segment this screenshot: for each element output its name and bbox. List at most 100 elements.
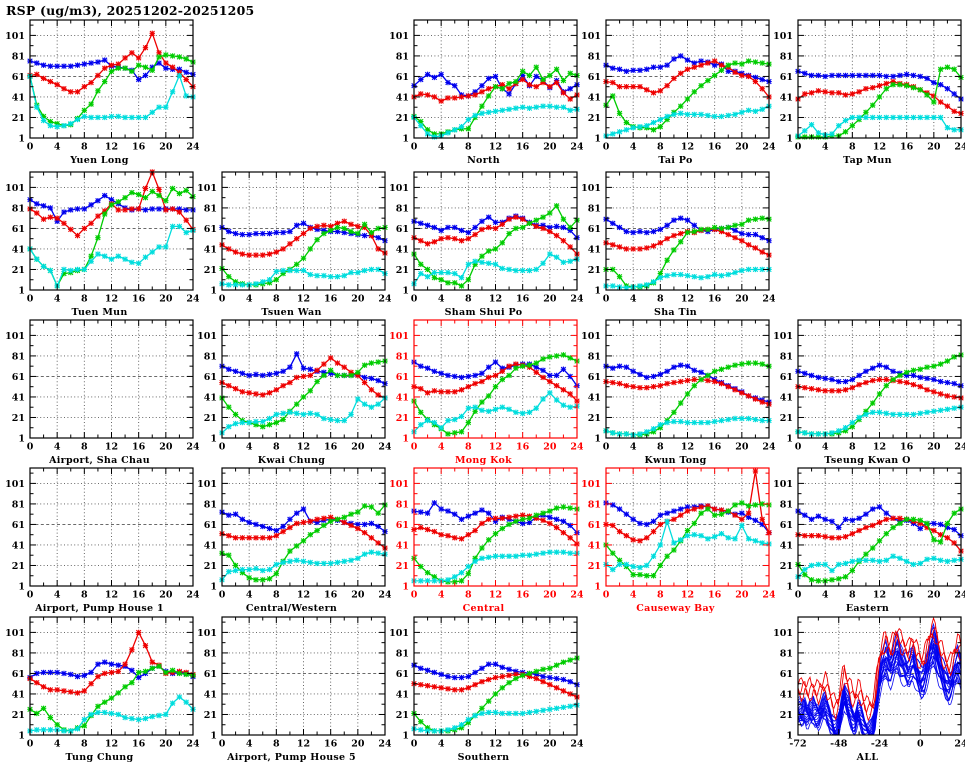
x-tick-label: 0 [603, 294, 610, 305]
x-tick-label: 8 [657, 142, 664, 153]
x-tick-label: 20 [735, 294, 749, 305]
x-tick-label: 0 [603, 590, 610, 601]
chart-panel-yuen-long[interactable]: 1 21 41 61 81 101 0 4 8 12 16 20 24 Yuen Long [0, 14, 199, 166]
y-tick-label: 1 [402, 730, 409, 741]
y-tick-label: 1 [402, 433, 409, 444]
y-tick-label: 41 [780, 540, 793, 551]
panel-title: Mong Kok [454, 455, 513, 466]
panel-title: Airport, Pump House 1 [35, 603, 164, 614]
y-tick-label: 61 [12, 224, 25, 235]
x-tick-label: 20 [159, 142, 173, 153]
y-tick-label: 41 [204, 689, 217, 700]
y-tick-label: 1 [594, 285, 601, 296]
y-tick-label: 81 [12, 351, 25, 362]
x-tick-label: 16 [324, 294, 338, 305]
y-tick-label: 61 [204, 372, 217, 383]
y-tick-label: 61 [396, 520, 409, 531]
chart-panel-airport-pump-house-5[interactable]: 1 21 41 61 81 101 0 4 8 12 16 20 24 Airport, Pump Hou… [192, 611, 391, 763]
y-tick-label: 81 [204, 648, 217, 659]
series-red [219, 218, 388, 258]
x-tick-label: 0 [27, 739, 34, 750]
series-red [411, 76, 580, 104]
y-tick-label: 61 [396, 72, 409, 83]
y-tick-label: 81 [588, 499, 601, 510]
y-tick-label: 81 [204, 203, 217, 214]
y-tick-label: 41 [204, 244, 217, 255]
chart-panel-mong-kok[interactable]: 1 21 41 61 81 101 0 4 8 12 16 20 24 Mong Kok [384, 314, 583, 466]
chart-panel-airport-sha-chau[interactable]: 1 21 41 61 81 101 0 4 8 12 16 20 24 Airport, Sha Chau [0, 314, 199, 466]
chart-panel-kwun-tong[interactable]: 1 21 41 61 81 101 0 4 8 12 16 20 24 Kwun Tong [576, 314, 775, 466]
x-tick-label: 8 [273, 442, 280, 453]
y-tick-label: 81 [396, 351, 409, 362]
y-tick-label: 1 [210, 730, 217, 741]
y-tick-label: 1 [18, 730, 25, 741]
y-tick-label: 1 [18, 285, 25, 296]
y-tick-label: 21 [396, 113, 409, 124]
x-tick-label: 0 [219, 294, 226, 305]
series-red [411, 671, 580, 700]
x-tick-label: 24 [570, 739, 583, 750]
x-tick-label: 4 [246, 590, 253, 601]
y-tick-label: 101 [197, 331, 217, 342]
series-cyan [411, 702, 580, 734]
chart-panel-airport-pump-house-1[interactable]: 1 21 41 61 81 101 0 4 8 12 16 20 24 Airport, Pump Hou… [0, 462, 199, 614]
x-tick-label: 16 [516, 142, 530, 153]
x-tick-label: 24 [186, 739, 199, 750]
chart-panel-tai-po[interactable]: 1 21 41 61 81 101 0 4 8 12 16 20 24 Tai Po [576, 14, 775, 166]
x-tick-label: 0 [219, 442, 226, 453]
y-tick-label: 81 [780, 499, 793, 510]
y-tick-label: 81 [588, 351, 601, 362]
x-tick-label: 20 [543, 590, 557, 601]
x-tick-label: -48 [830, 739, 848, 750]
chart-panel-kwai-chung[interactable]: 1 21 41 61 81 101 0 4 8 12 16 20 24 Kwai Chung [192, 314, 391, 466]
y-tick-label: 61 [204, 520, 217, 531]
chart-panel-causeway-bay[interactable]: 1 21 41 61 81 101 0 4 8 12 16 20 24 Causeway Bay [576, 462, 775, 614]
x-tick-label: 16 [900, 442, 914, 453]
y-tick-label: 21 [588, 265, 601, 276]
y-tick-label: 81 [12, 499, 25, 510]
x-tick-label: 0 [411, 739, 418, 750]
chart-panel-sha-tin[interactable]: 1 21 41 61 81 101 0 4 8 12 16 20 24 Sha Tin [576, 166, 775, 318]
x-tick-label: 20 [927, 590, 941, 601]
x-tick-label: 12 [489, 142, 502, 153]
y-tick-label: 101 [197, 183, 217, 194]
chart-panel-tap-mun[interactable]: 1 21 41 61 81 101 0 4 8 12 16 20 24 Tap Mun [768, 14, 965, 166]
y-tick-label: 1 [18, 581, 25, 592]
x-tick-label: 20 [927, 442, 941, 453]
x-tick-label: 0 [27, 294, 34, 305]
chart-panel-tsuen-wan[interactable]: 1 21 41 61 81 101 0 4 8 12 16 20 24 Tsuen Wan [192, 166, 391, 318]
y-tick-label: 41 [780, 689, 793, 700]
panel-title: Yuen Long [70, 155, 129, 166]
y-tick-label: 101 [5, 31, 25, 42]
x-tick-label: 16 [132, 294, 146, 305]
x-tick-label: 24 [570, 142, 583, 153]
y-tick-label: 101 [581, 331, 601, 342]
panel-title: Tai Po [658, 155, 693, 166]
y-tick-label: 21 [588, 113, 601, 124]
panel-title: Central [462, 603, 505, 614]
x-tick-label: 12 [297, 739, 310, 750]
chart-panel-southern[interactable]: 1 21 41 61 81 101 0 4 8 12 16 20 24 Southern [384, 611, 583, 763]
x-tick-label: 24 [186, 294, 199, 305]
chart-panel-tseung-kwan-o[interactable]: 1 21 41 61 81 101 0 4 8 12 16 20 24 Tseung Kwan O [768, 314, 965, 466]
chart-panel-all[interactable]: 1 21 41 61 81 101 -72 -48 -24 0 24 ALL [768, 611, 965, 763]
y-tick-label: 101 [5, 479, 25, 490]
x-tick-label: 0 [411, 442, 418, 453]
x-tick-label: 16 [516, 294, 530, 305]
y-tick-label: 61 [12, 669, 25, 680]
y-tick-label: 1 [594, 433, 601, 444]
chart-panel-tung-chung[interactable]: 1 21 41 61 81 101 0 4 8 12 16 20 24 Tung Chung [0, 611, 199, 763]
series-red [219, 355, 388, 401]
chart-panel-central[interactable]: 1 21 41 61 81 101 0 4 8 12 16 20 24 Central [384, 462, 583, 614]
chart-panel-central-western[interactable]: 1 21 41 61 81 101 0 4 8 12 16 20 24 Central/Western [192, 462, 391, 614]
series-red [795, 515, 964, 554]
chart-panel-tuen-mun[interactable]: 1 21 41 61 81 101 0 4 8 12 16 20 24 Tuen Mun [0, 166, 199, 318]
y-tick-label: 101 [773, 479, 793, 490]
chart-panel-north[interactable]: 1 21 41 61 81 101 0 4 8 12 16 20 24 North [384, 14, 583, 166]
chart-panel-eastern[interactable]: 1 21 41 61 81 101 0 4 8 12 16 20 24 Eastern [768, 462, 965, 614]
chart-panel-sham-shui-po[interactable]: 1 21 41 61 81 101 0 4 8 12 16 20 24 Sham Shui Po [384, 166, 583, 318]
x-tick-label: 4 [246, 442, 253, 453]
x-tick-label: 16 [132, 442, 146, 453]
y-tick-label: 21 [396, 265, 409, 276]
